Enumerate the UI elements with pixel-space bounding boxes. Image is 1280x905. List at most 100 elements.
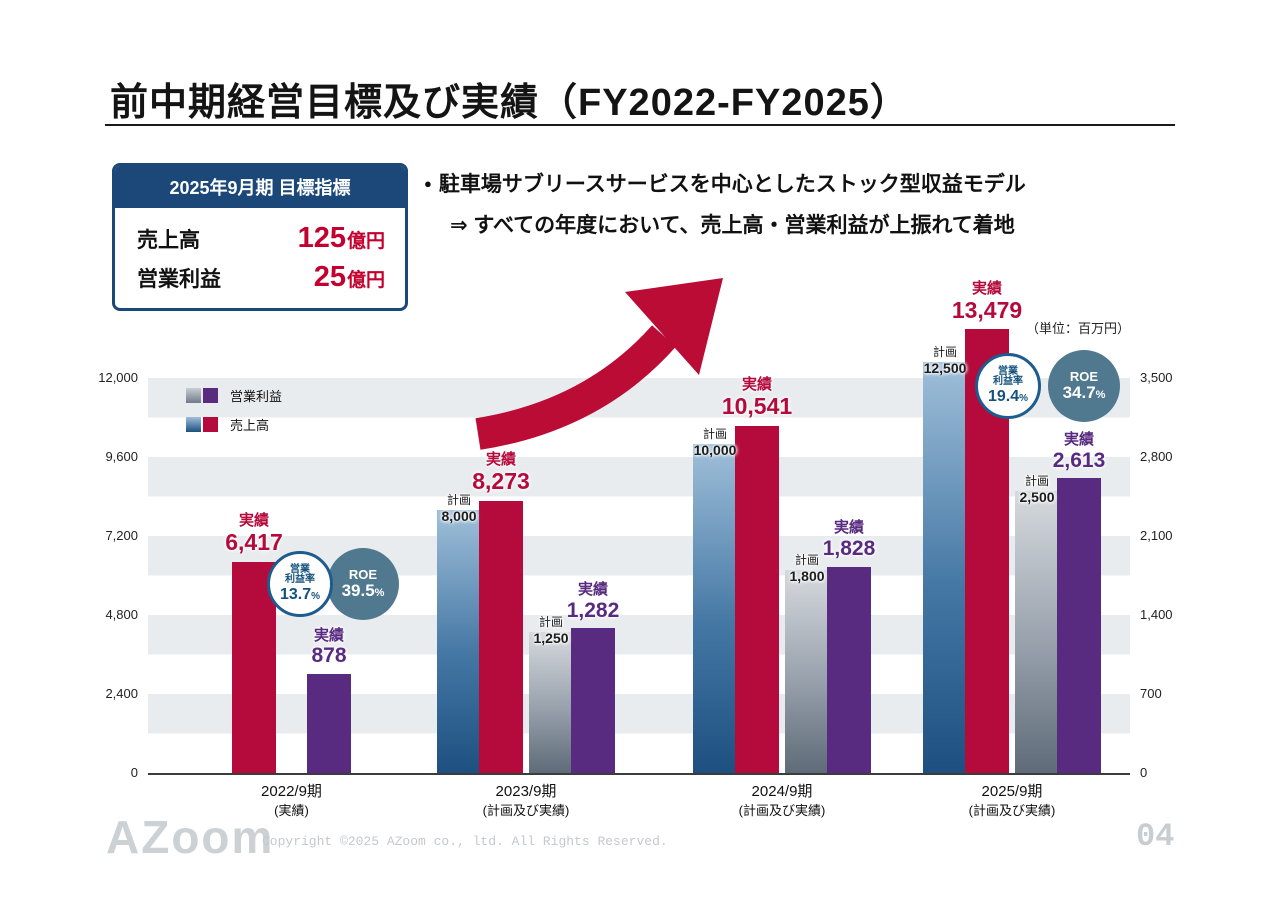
operating-margin-label: 営業 利益率 [285,563,315,586]
target-profit-unit: 億円 [346,270,385,291]
percent-sign: % [1095,388,1106,401]
target-row-revenue: 売上高 125 億円 [137,222,385,255]
growth-arrow-icon [475,278,723,450]
profit-actual-value: 1,828 [822,537,876,561]
plan-word-label: 計画 [1024,474,1050,489]
category-year: 2022/9期 [261,783,322,800]
y-axis-tick-right: 3,500 [1140,370,1173,385]
category-note: (実績) [274,803,309,818]
y-axis-tick-left: 9,600 [105,449,138,464]
revenue-plan-label: 計画 8,000 [441,493,476,526]
category-note: (計画及び実績) [482,803,570,818]
revenue-plan-swatch [186,417,201,432]
revenue-actual-value: 6,417 [225,529,283,556]
revenue-plan-label: 計画 10,000 [694,427,737,460]
y-axis-tick-left: 12,000 [98,370,138,385]
y-axis-tick-right: 0 [1140,765,1148,780]
category-year: 2023/9期 [495,783,557,800]
roe-badge: ROE 34.7% [1048,350,1120,422]
profit-plan-label: 計画 1,800 [789,553,824,586]
unit-note: （単位：百万円） [1025,321,1130,336]
profit-actual-value: 2,613 [1052,448,1106,472]
bullet-icon: ● [424,176,432,191]
x-axis-category: 2025/9期 (計画及び実績) [969,781,1056,820]
y-axis-tick-right: 2,800 [1140,449,1173,464]
profit-actual-label: 実績 2,613 [1052,431,1106,472]
revenue-actual-label: 実績 8,273 [472,451,530,495]
operating-margin-value: 13.7% [279,585,321,603]
revenue-actual-value: 10,541 [721,393,793,420]
y-axis-tick-left: 2,400 [105,686,138,701]
plot-area: 営業利益 売上高 実績 6,417 実績 878 ROE 39.5% 営業 利益率 13.7% 2… [98,280,1172,818]
operating-margin-badge: 営業 利益率 13.7% [267,551,333,617]
roe-badge: ROE 39.5% [327,548,399,620]
profit-actual-label: 実績 878 [311,627,347,668]
category-note: (計画及び実績) [968,803,1056,818]
profit-actual-value: 1,282 [566,598,620,622]
revenue-actual-label: 実績 6,417 [225,512,283,556]
profit-plan-bar [529,631,573,773]
roe-label: ROE [348,566,378,582]
revenue-actual-bar [232,561,276,773]
revenue-plan-value: 8,000 [441,508,477,525]
category-note: (計画及び実績) [738,803,826,818]
target-revenue-unit: 億円 [346,231,385,252]
percent-sign: % [374,586,385,599]
plan-word-label: 計画 [702,427,728,442]
bullet-line-1: ● 駐車場サブリースサービスを中心としたストック型収益モデル [424,168,1026,198]
x-axis-category: 2022/9期 (実績) [261,781,322,820]
copyright-text: Copyright ©2025 AZoom co., ltd. All Righ… [262,834,668,849]
legend-item-operating-profit: 営業利益 [186,386,282,405]
category-year: 2025/9期 [981,783,1043,800]
profit-actual-bar [1057,478,1101,773]
profit-plan-label: 計画 1,250 [533,615,568,648]
revenue-plan-bar [923,361,967,773]
bullet-text: ● 駐車場サブリースサービスを中心としたストック型収益モデル ⇒ すべての年度にお… [424,168,1026,239]
roe-label: ROE [1069,368,1099,384]
y-axis-tick-right: 1,400 [1140,607,1173,622]
category-year: 2024/9期 [751,783,813,800]
profit-plan-bar [785,569,829,773]
title-divider [105,124,1175,126]
target-profit-label: 営業利益 [137,268,221,291]
revenue-actual-value: 13,479 [951,296,1023,323]
profit-plan-bar [1015,490,1059,773]
actual-word-label: 実績 [238,512,269,530]
target-box: 2025年9月期 目標指標 売上高 125 億円 営業利益 25 億円 [112,163,408,311]
roe-value: 34.7% [1062,382,1106,402]
profit-actual-value: 878 [311,644,347,668]
revenue-plan-value: 10,000 [693,442,737,459]
azoom-logo: AZoom [106,811,275,863]
actual-word-label: 実績 [577,581,608,599]
percent-sign: % [1019,392,1029,404]
revenue-actual-value: 8,273 [472,467,530,494]
x-axis-category: 2023/9期 (計画及び実績) [483,781,570,820]
target-profit-value: 25 [313,261,346,293]
actual-word-label: 実績 [485,451,516,469]
revenue-plan-bar [437,509,481,773]
profit-plan-value: 1,250 [533,630,569,647]
revenue-plan-value: 12,500 [923,360,967,377]
plan-word-label: 計画 [932,345,958,360]
chart-legend: 営業利益 売上高 [186,386,282,444]
revenue-actual-bar [735,426,779,773]
percent-sign: % [311,590,321,602]
target-row-profit: 営業利益 25 億円 [137,261,385,294]
revenue-plan-bar [693,443,737,773]
y-axis-tick-left: 7,200 [105,528,138,543]
operating-margin-label: 営業 利益率 [993,365,1023,388]
profit-plan-value: 2,500 [1019,489,1055,506]
operating-margin-value: 19.4% [987,387,1029,405]
target-revenue-value: 125 [297,222,346,254]
revenue-plan-label: 計画 12,500 [924,345,967,378]
profit-actual-bar [571,628,615,773]
profit-plan-label: 計画 2,500 [1019,474,1054,507]
profit-plan-swatch [186,388,201,403]
profit-actual-bar [827,566,871,773]
legend-item-revenue: 売上高 [186,415,282,434]
bullet-line-1-text: 駐車場サブリースサービスを中心としたストック型収益モデル [438,173,1026,196]
target-revenue-label: 売上高 [137,229,200,252]
profit-actual-swatch [203,388,218,403]
y-axis-tick-right: 2,100 [1140,528,1173,543]
roe-value: 39.5% [341,580,385,600]
